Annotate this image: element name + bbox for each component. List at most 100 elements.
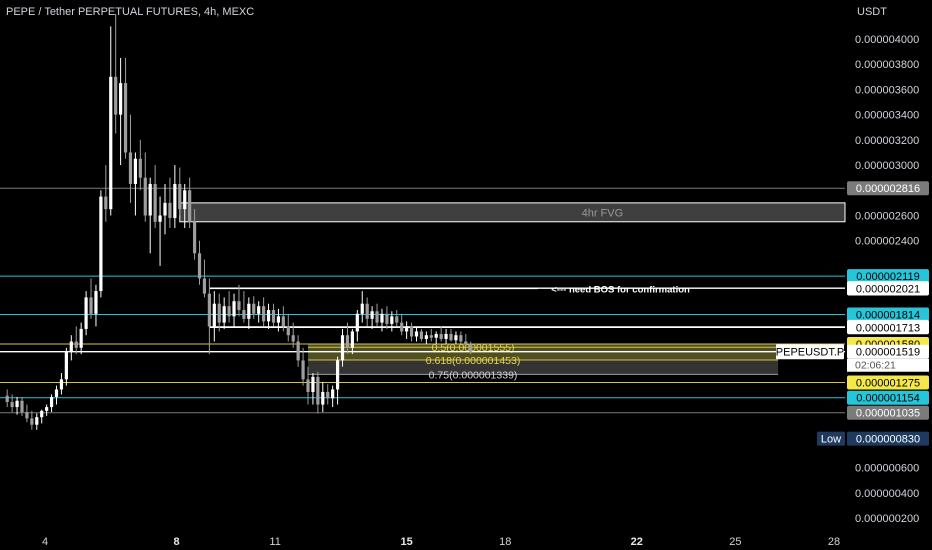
- candle-body: [286, 326, 290, 336]
- candle-body: [99, 196, 103, 292]
- candle-body: [35, 417, 39, 425]
- time-tick-label: 28: [828, 536, 840, 548]
- candle-body: [143, 177, 147, 216]
- price-tick-label: 0.000000200: [855, 513, 919, 525]
- candle-body: [64, 351, 68, 380]
- price-tag-text: 0.000001275: [856, 377, 920, 389]
- candle-body: [49, 396, 54, 408]
- candle-body: [59, 379, 64, 390]
- price-tag-bg: [847, 390, 929, 405]
- price-tag: 0.000001154: [847, 390, 929, 405]
- candle-body: [424, 335, 428, 340]
- candle-body: [370, 311, 374, 319]
- candle-body: [390, 316, 394, 324]
- candle-body: [355, 313, 359, 332]
- price-tag-text: 0.000002021: [856, 283, 920, 295]
- candle-body: [380, 313, 384, 323]
- fib-zone-lower: [308, 360, 779, 375]
- candle-body: [365, 303, 369, 319]
- candle-body: [212, 303, 216, 327]
- candle-body: [237, 301, 241, 311]
- candle-body: [183, 190, 187, 210]
- price-axis[interactable]: 0.000004000 0.000003800 0.000003600 0.00000…: [855, 34, 919, 525]
- candle-body: [306, 379, 310, 392]
- price-tag: 0.000001519: [847, 344, 929, 359]
- candle-body: [291, 335, 295, 342]
- low-value-bg: [847, 431, 929, 446]
- candle-body: [138, 158, 142, 178]
- annotation-text: <--- need BOS for confirmation: [551, 284, 690, 295]
- candle-body: [340, 335, 345, 361]
- candle-body: [119, 83, 123, 115]
- candle-body: [257, 306, 261, 314]
- countdown-text: 02:06:21: [855, 360, 896, 372]
- candle-body: [296, 341, 300, 361]
- price-tag-bg: [847, 320, 929, 335]
- price-tag-bg: [847, 344, 929, 359]
- candle-body: [202, 278, 207, 294]
- currency-unit: USDT: [857, 6, 887, 18]
- candle-body: [74, 341, 78, 348]
- countdown-bg: [847, 358, 929, 372]
- candle-body: [207, 293, 211, 327]
- candle-body: [104, 196, 108, 210]
- symbol-tag-bg: [776, 344, 844, 360]
- time-tick-label: 22: [631, 536, 643, 548]
- candle-body: [227, 306, 231, 317]
- candle-body: [276, 316, 281, 323]
- price-tick-label: 0.000002600: [855, 210, 919, 222]
- price-tag-text: 0.000001814: [856, 310, 920, 322]
- price-tag: 0.000001713: [847, 320, 929, 335]
- candle-body: [409, 326, 414, 337]
- price-tag: 0.000002119: [847, 269, 929, 284]
- time-tick-label: 15: [401, 536, 413, 548]
- candle-body: [464, 341, 468, 345]
- candle-body: [197, 253, 202, 279]
- price-tag: 0.000002021: [847, 281, 929, 296]
- time-tick-label: 4: [42, 536, 48, 548]
- time-tick-label: 25: [729, 536, 741, 548]
- price-tick-label: 0.000003800: [855, 59, 919, 71]
- price-tag-bg: [847, 307, 929, 322]
- price-tick-label: 0.000003000: [855, 160, 919, 172]
- candle-body: [20, 400, 24, 413]
- candle-body: [222, 306, 226, 323]
- price-tick-label: 0.000004000: [855, 34, 919, 46]
- low-marker: Low 0.000000830: [817, 431, 929, 446]
- candle-body: [84, 297, 88, 329]
- price-tick-label: 0.000003400: [855, 110, 919, 122]
- candle-body: [168, 202, 172, 218]
- price-tick-label: 0.000000600: [855, 463, 919, 475]
- candle-body: [400, 322, 404, 332]
- labels-layer: <--- need BOS for confirmation: [551, 284, 690, 295]
- price-tag-text: 0.000001035: [856, 408, 920, 420]
- candle-body: [469, 344, 473, 352]
- candle-body: [69, 341, 73, 352]
- candle-body: [30, 418, 34, 425]
- candle-body: [316, 376, 320, 405]
- low-value: 0.000000830: [856, 434, 920, 446]
- low-label-bg: [817, 431, 845, 446]
- candle-body: [123, 83, 128, 153]
- price-tick-label: 0.000003200: [855, 135, 919, 147]
- time-tick-label: 18: [499, 536, 511, 548]
- time-tick-label: 11: [269, 536, 280, 548]
- candle-body: [281, 316, 285, 327]
- candle-body: [459, 335, 463, 342]
- candles-layer: [5, 13, 473, 430]
- candle-body: [405, 326, 409, 332]
- fib-level-label: 0.75(0.000001339): [429, 369, 518, 381]
- price-tag-bg: [847, 269, 929, 284]
- candle-body: [178, 183, 182, 210]
- candle-body: [345, 335, 350, 348]
- price-tag-text: 0.000002119: [856, 271, 919, 283]
- candle-body: [94, 291, 98, 314]
- candle-body: [434, 333, 438, 338]
- time-axis[interactable]: 4 8 11 15 18 22 25 28: [42, 536, 840, 548]
- candle-body: [232, 301, 236, 317]
- candle-body: [25, 412, 29, 419]
- candle-body: [217, 303, 221, 323]
- symbol-tag: PEPEUSDT.P: [776, 344, 844, 360]
